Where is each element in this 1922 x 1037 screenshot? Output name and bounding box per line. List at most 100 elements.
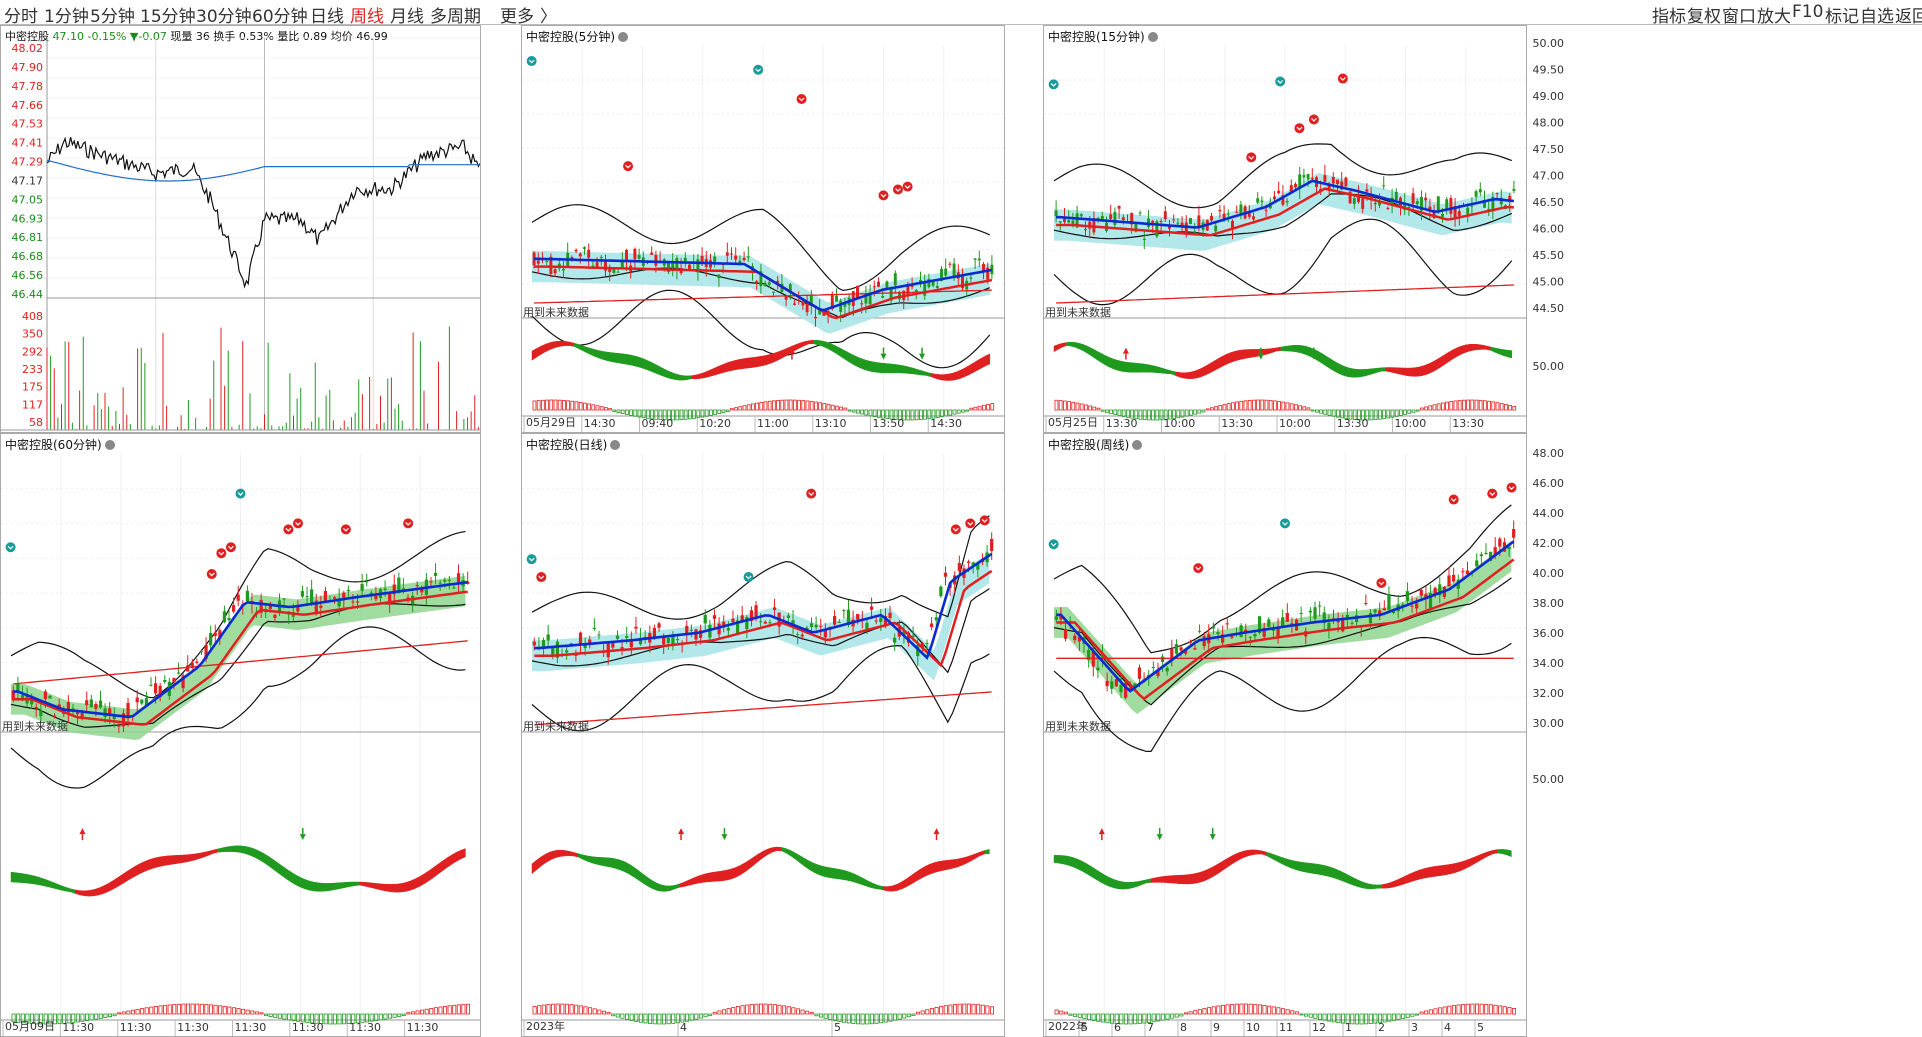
tab-9[interactable]: 多周期 xyxy=(430,7,481,27)
panel-title-text: 中密控股(5分钟) xyxy=(526,30,615,44)
x-axis-label: 11:30 xyxy=(62,1021,95,1034)
signal-marker-icon[interactable] xyxy=(1246,152,1257,163)
tab-7[interactable]: 周线 xyxy=(350,7,384,27)
change-pct: -0.15% xyxy=(87,30,127,43)
right-axis-top-label: 45.50 xyxy=(1533,249,1565,262)
up-arrow-icon xyxy=(1122,347,1129,354)
turnover-rate: 换手 0.53% xyxy=(213,30,274,43)
signal-marker-icon[interactable] xyxy=(623,161,634,172)
price-tick-label: 48.02 xyxy=(12,42,44,55)
panel-title[interactable]: 中密控股(60分钟) xyxy=(5,436,115,453)
signal-marker-icon[interactable] xyxy=(1337,73,1348,84)
volume-tick-label: 292 xyxy=(22,345,43,358)
signal-marker-icon[interactable] xyxy=(526,56,537,67)
tab-1[interactable]: 1分钟 xyxy=(44,7,89,27)
price-tick-label: 47.41 xyxy=(12,137,44,150)
signal-marker-icon[interactable] xyxy=(1048,79,1059,90)
signal-marker-icon[interactable] xyxy=(283,524,294,535)
tab-2[interactable]: 5分钟 xyxy=(90,7,135,27)
tab-6[interactable]: 日线 xyxy=(310,7,344,27)
period-tab-bar: 分时 1分钟 5分钟 15分钟 30分钟 60分钟 日线 周线 月线 多周期 更多〉 指标 复权 窗口 放大… xyxy=(0,0,1922,27)
signal-marker-icon[interactable] xyxy=(743,572,754,583)
right-axis-top-label: 49.00 xyxy=(1533,90,1565,103)
tab-3[interactable]: 15分钟 xyxy=(140,7,196,27)
signal-marker-icon[interactable] xyxy=(403,518,414,529)
price-tick-label: 47.53 xyxy=(12,118,44,131)
signal-marker-icon[interactable] xyxy=(292,518,303,529)
settings-icon[interactable] xyxy=(1147,32,1158,42)
signal-marker-icon[interactable] xyxy=(1275,76,1286,87)
volume-tick-label: 58 xyxy=(29,416,43,429)
x-axis-label: 2023年 xyxy=(526,1020,565,1033)
right-axis-bottom-label: 46.00 xyxy=(1533,477,1565,490)
x-axis-label: 2022年 xyxy=(1048,1020,1087,1033)
right-tab-0[interactable]: 指标 xyxy=(1652,7,1686,27)
settings-icon[interactable] xyxy=(1132,440,1143,450)
right-tab-2[interactable]: 窗口 xyxy=(1722,7,1756,27)
tab-4[interactable]: 30分钟 xyxy=(196,7,252,27)
signal-marker-icon[interactable] xyxy=(1506,482,1517,493)
volume-tick-label: 408 xyxy=(22,310,43,323)
settings-icon[interactable] xyxy=(610,440,621,450)
panel-title[interactable]: 中密控股(15分钟) xyxy=(1048,28,1158,45)
signal-marker-icon[interactable] xyxy=(1048,539,1059,550)
tab-0[interactable]: 分时 xyxy=(4,7,38,27)
x-axis-label: 12 xyxy=(1312,1021,1326,1034)
signal-marker-icon[interactable] xyxy=(5,542,16,553)
signal-marker-icon[interactable] xyxy=(206,569,217,580)
signal-marker-icon[interactable] xyxy=(902,181,913,192)
signal-marker-icon[interactable] xyxy=(1308,114,1319,125)
signal-marker-icon[interactable] xyxy=(979,515,990,526)
right-tab-7[interactable]: 返回 xyxy=(1895,7,1922,27)
signal-marker-icon[interactable] xyxy=(1280,518,1290,529)
signal-marker-icon[interactable] xyxy=(965,518,976,529)
signal-marker-icon[interactable] xyxy=(1193,563,1204,574)
signal-marker-icon[interactable] xyxy=(235,488,246,499)
signal-marker-icon[interactable] xyxy=(1448,494,1459,505)
right-axis-bottom-label: 44.00 xyxy=(1533,507,1565,520)
x-axis-label: 11:30 xyxy=(349,1021,381,1034)
volume-tick-label: 175 xyxy=(22,381,43,394)
x-axis-label: 10 xyxy=(1246,1021,1260,1034)
settings-icon[interactable] xyxy=(104,440,115,450)
signal-marker-icon[interactable] xyxy=(1487,488,1498,499)
signal-marker-icon[interactable] xyxy=(225,542,236,553)
x-axis-label: 13:30 xyxy=(1105,417,1138,430)
future-data-label: 用到未来数据 xyxy=(523,720,589,733)
signal-marker-icon[interactable] xyxy=(340,524,351,535)
tab-5[interactable]: 60分钟 xyxy=(252,7,308,27)
average-price-line xyxy=(46,159,480,182)
signal-marker-icon[interactable] xyxy=(1294,123,1305,134)
signal-marker-icon[interactable] xyxy=(892,184,903,195)
x-axis-label: 13:30 xyxy=(1336,417,1369,430)
signal-marker-icon[interactable] xyxy=(1376,578,1387,588)
panel-title[interactable]: 中密控股(5分钟) xyxy=(526,28,628,45)
down-arrow-icon xyxy=(880,353,887,360)
x-axis-label: 05月25日 xyxy=(1048,416,1098,429)
tab-8[interactable]: 月线 xyxy=(390,7,424,27)
signal-marker-icon[interactable] xyxy=(526,554,537,565)
tab-10[interactable]: 更多 xyxy=(500,7,534,27)
right-tab-6[interactable]: 自选 xyxy=(1860,7,1894,27)
right-tab-3[interactable]: 放大 xyxy=(1757,7,1791,27)
panel-title[interactable]: 中密控股(日线) xyxy=(526,436,621,453)
signal-marker-icon[interactable] xyxy=(796,94,807,104)
right-tab-5[interactable]: 标记 xyxy=(1825,7,1859,27)
settings-icon[interactable] xyxy=(618,32,628,42)
right-tab-1[interactable]: 复权 xyxy=(1687,7,1721,27)
signal-marker-icon[interactable] xyxy=(878,190,889,201)
signal-marker-icon[interactable] xyxy=(536,572,547,583)
price-tick-label: 47.90 xyxy=(12,61,44,74)
panel-title[interactable]: 中密控股(周线) xyxy=(1048,436,1143,453)
down-arrow-icon xyxy=(1310,353,1317,360)
right-axis-top-label: 46.00 xyxy=(1533,223,1565,236)
right-tab-4[interactable]: F10 xyxy=(1792,2,1824,22)
signal-marker-icon[interactable] xyxy=(216,548,227,559)
signal-marker-icon[interactable] xyxy=(753,64,764,75)
signal-marker-icon[interactable] xyxy=(806,488,817,499)
kline-chart xyxy=(1044,454,1526,1036)
signal-marker-icon[interactable] xyxy=(950,524,961,535)
chevron-right-icon[interactable]: 〉 xyxy=(540,7,557,27)
price-line xyxy=(46,136,480,289)
future-data-label: 用到未来数据 xyxy=(523,306,589,319)
